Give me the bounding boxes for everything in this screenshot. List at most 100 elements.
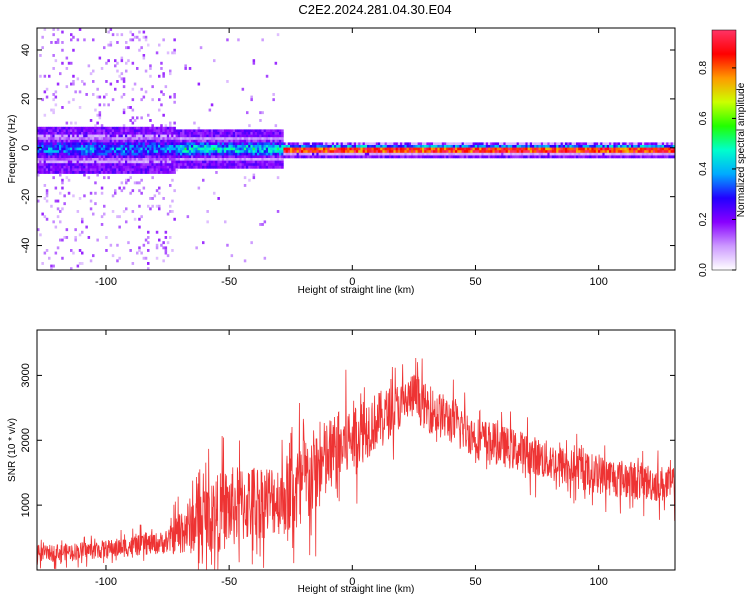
heatmap-cell: [65, 137, 69, 141]
heatmap-cell: [213, 139, 216, 143]
heatmap-cell: [301, 155, 304, 159]
heatmap-cell: [116, 132, 119, 135]
heatmap-cell: [100, 191, 104, 195]
heatmap-cell: [664, 145, 667, 148]
heatmap-cell: [166, 160, 170, 164]
heatmap-cell: [94, 142, 97, 146]
heatmap-cell: [602, 145, 605, 148]
heatmap-cell: [158, 139, 161, 143]
heatmap-cell: [217, 152, 220, 156]
heatmap-cell: [120, 33, 124, 37]
heatmap-cell: [576, 145, 579, 148]
heatmap-cell: [338, 145, 341, 148]
heatmap-cell: [582, 150, 586, 154]
heatmap-cell: [43, 184, 47, 187]
heatmap-cell: [345, 152, 348, 156]
heatmap-cell: [254, 147, 258, 151]
heatmap-cell: [312, 145, 315, 148]
heatmap-cell: [100, 139, 104, 143]
heatmap-cell: [140, 158, 143, 161]
heatmap-cell: [89, 165, 93, 169]
heatmap-cell: [173, 171, 176, 174]
heatmap-cell: [59, 168, 62, 172]
heatmap-cell: [142, 54, 146, 57]
heatmap-cell: [63, 236, 66, 239]
heatmap-cell: [611, 152, 614, 156]
heatmap-cell: [65, 67, 69, 70]
heatmap-cell: [501, 155, 504, 159]
heatmap-cell: [103, 152, 106, 156]
heatmap-cell: [250, 139, 253, 143]
heatmap-cell: [155, 129, 159, 133]
heatmap-cell: [72, 194, 75, 198]
heatmap-cell: [261, 137, 264, 141]
heatmap-cell: [292, 147, 295, 151]
heatmap-cell: [252, 142, 256, 146]
heatmap-cell: [494, 147, 498, 151]
heatmap-cell: [147, 132, 150, 135]
heatmap-cell: [565, 152, 568, 156]
heatmap-cell: [164, 147, 168, 151]
heatmap-cell: [175, 160, 179, 164]
heatmap-cell: [76, 155, 80, 159]
heatmap-cell: [263, 165, 267, 169]
heatmap-cell: [391, 155, 394, 159]
heatmap-cell: [261, 223, 264, 226]
heatmap-cell: [210, 155, 214, 159]
heatmap-cell: [59, 220, 62, 224]
heatmap-cell: [604, 155, 608, 159]
heatmap-cell: [45, 199, 49, 203]
heatmap-cell: [173, 51, 176, 55]
heatmap-cell: [219, 132, 223, 135]
heatmap-cell: [624, 147, 627, 151]
heatmap-cell: [235, 134, 238, 138]
heatmap-cell: [72, 152, 75, 156]
heatmap-cell: [164, 163, 168, 167]
heatmap-cell: [155, 147, 159, 151]
heatmap-cell: [342, 142, 346, 146]
heatmap-cell: [125, 142, 128, 146]
heatmap-cell: [228, 155, 231, 159]
heatmap-cell: [67, 134, 71, 138]
heatmap-cell: [325, 147, 328, 151]
heatmap-cell: [397, 152, 401, 156]
heatmap-cell: [217, 129, 220, 133]
heatmap-cell: [382, 147, 385, 151]
heatmap-cell: [246, 160, 249, 164]
heatmap-cell: [67, 165, 71, 169]
heatmap-cell: [551, 142, 555, 146]
heatmap-cell: [349, 145, 352, 148]
heatmap-cell: [459, 145, 462, 148]
heatmap-cell: [92, 69, 95, 73]
heatmap-cell: [140, 98, 143, 102]
heatmap-cell: [78, 132, 82, 135]
heatmap-cell: [120, 137, 124, 141]
heatmap-cell: [37, 150, 40, 154]
heatmap-cell: [116, 155, 119, 159]
heatmap-cell: [50, 41, 53, 44]
heatmap-cell: [100, 155, 104, 159]
heatmap-cell: [169, 69, 172, 73]
heatmap-cell: [118, 150, 121, 154]
heatmap-cell: [334, 150, 337, 154]
heatmap-cell: [272, 155, 275, 159]
heatmap-cell: [166, 150, 170, 154]
heatmap-cell: [400, 142, 403, 146]
heatmap-cell: [65, 163, 69, 167]
heatmap-cell: [63, 134, 66, 138]
heatmap-cell: [78, 147, 82, 151]
heatmap-cell: [122, 85, 126, 89]
heatmap-cell: [109, 139, 113, 143]
heatmap-cell: [114, 168, 117, 172]
heatmap-cell: [43, 197, 47, 200]
heatmap-cell: [648, 152, 652, 156]
heatmap-cell: [241, 142, 245, 146]
heatmap-cell: [659, 150, 663, 154]
heatmap-cell: [195, 155, 198, 159]
heatmap-cell: [433, 142, 436, 146]
heatmap-cell: [397, 147, 401, 151]
heatmap-cell: [336, 145, 339, 148]
heatmap-cell: [243, 165, 247, 169]
heatmap-cell: [213, 152, 216, 156]
heatmap-cell: [191, 134, 194, 138]
